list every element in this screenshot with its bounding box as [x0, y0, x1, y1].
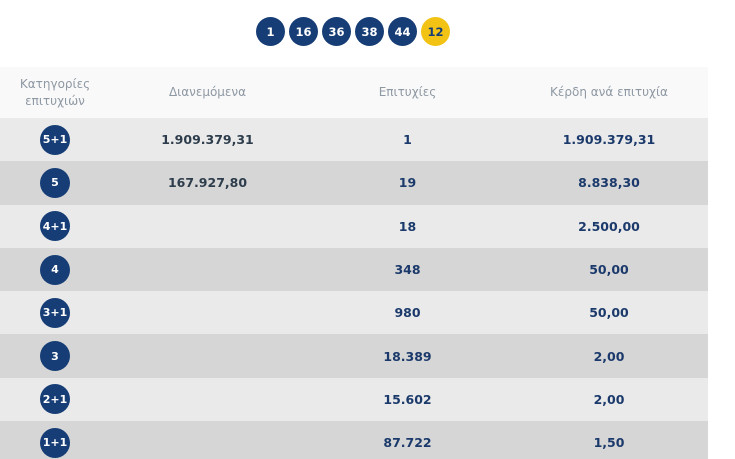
category-badge: 2+1 — [40, 384, 70, 415]
table-row: 3+1 980 50,00 — [0, 291, 708, 335]
draw-title — [300, 0, 420, 5]
winners-cell: 15.602 — [383, 391, 432, 407]
table-row: 5 167.927,80 19 8.838,30 — [0, 161, 708, 205]
table-row: 1+1 87.722 1,50 — [0, 421, 708, 459]
number-ball: 36 — [322, 17, 351, 46]
category-badge: 4 — [40, 254, 70, 285]
category-badge: 4+1 — [40, 211, 70, 242]
winners-cell: 348 — [394, 262, 421, 278]
prize-cell: 2.500,00 — [578, 218, 640, 234]
prize-cell: 2,00 — [593, 391, 625, 407]
table-row: 4 348 50,00 — [0, 247, 708, 292]
table-row: 4+1 18 2.500,00 — [0, 204, 708, 248]
prize-table: Κατηγορίες επιτυχιών Διανεμόμενα Επιτυχί… — [0, 67, 708, 459]
prize-cell: 1,50 — [593, 435, 625, 451]
prize-cell: 1.909.379,31 — [562, 132, 656, 148]
table-header: Κατηγορίες επιτυχιών Διανεμόμενα Επιτυχί… — [0, 67, 708, 118]
header-winners: Επιτυχίες — [378, 85, 437, 99]
winners-cell: 1 — [403, 132, 412, 148]
category-badge: 3+1 — [40, 297, 70, 328]
header-category: Κατηγορίες επιτυχιών — [19, 76, 91, 108]
category-badge: 3 — [40, 341, 70, 372]
category-badge: 5 — [40, 167, 70, 198]
table-row: 5+1 1.909.379,31 1 1.909.379,31 — [0, 118, 708, 162]
number-ball: 44 — [388, 17, 417, 46]
prize-cell: 2,00 — [593, 348, 625, 364]
table-row: 3 18.389 2,00 — [0, 334, 708, 378]
prize-cell: 50,00 — [589, 305, 629, 321]
table-row: 2+1 15.602 2,00 — [0, 377, 708, 422]
distributed-cell: 167.927,80 — [167, 175, 248, 191]
winning-numbers: 1 16 36 38 44 12 — [256, 17, 450, 46]
winners-cell: 980 — [394, 305, 421, 321]
winners-cell: 87.722 — [383, 435, 432, 451]
number-ball: 16 — [289, 17, 318, 46]
number-ball: 1 — [256, 17, 285, 46]
winners-cell: 18 — [398, 218, 417, 234]
category-badge: 5+1 — [40, 124, 70, 155]
header-prize: Κέρδη ανά επιτυχία — [550, 85, 668, 99]
category-badge: 1+1 — [40, 427, 70, 458]
distributed-cell: 1.909.379,31 — [161, 132, 254, 148]
number-ball: 38 — [355, 17, 384, 46]
winners-cell: 18.389 — [383, 348, 432, 364]
prize-cell: 8.838,30 — [578, 175, 640, 191]
prize-cell: 50,00 — [589, 262, 629, 278]
header-distributed: Διανεμόμενα — [168, 85, 247, 99]
winners-cell: 19 — [398, 175, 417, 191]
joker-ball: 12 — [421, 17, 450, 46]
